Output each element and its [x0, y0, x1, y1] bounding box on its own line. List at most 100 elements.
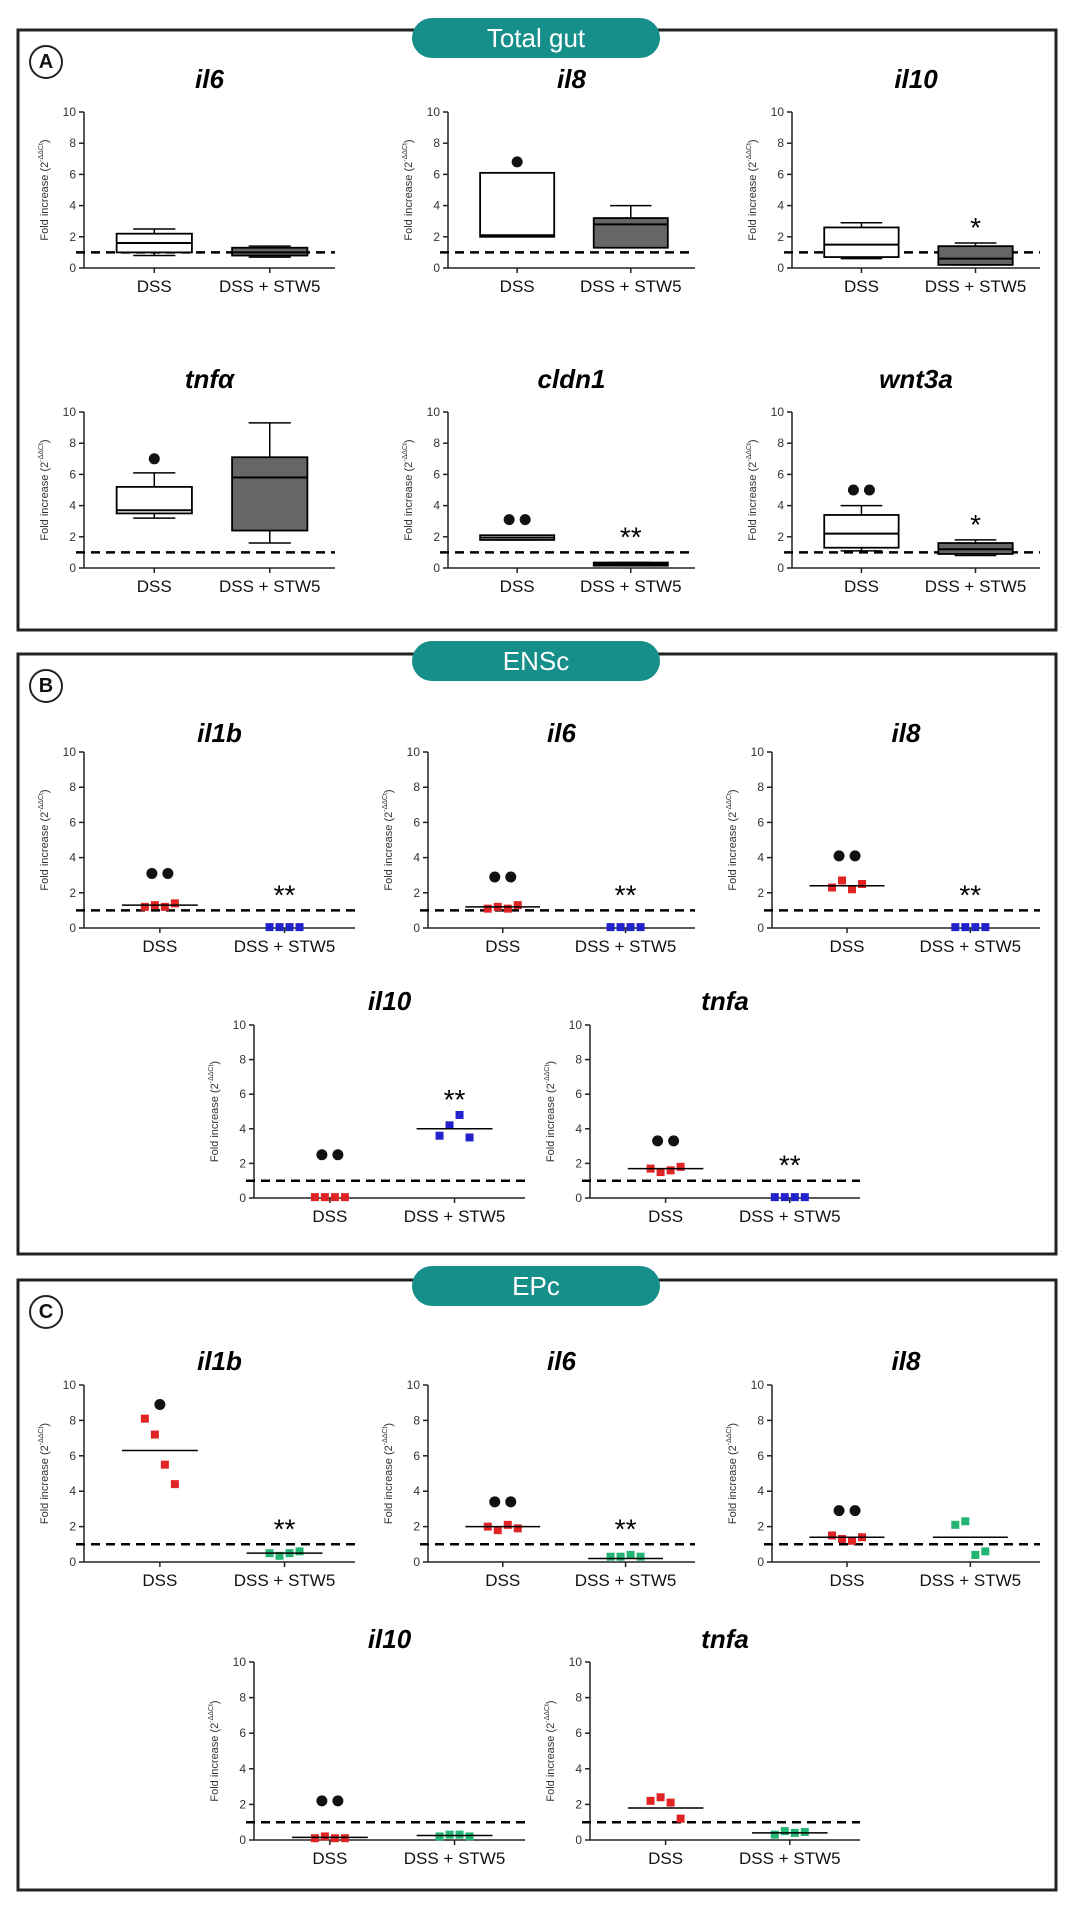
data-point [981, 1547, 990, 1556]
data-point [800, 1193, 809, 1202]
data-point [503, 1520, 512, 1529]
chart-title: il8 [892, 718, 921, 748]
outlier-point [316, 1149, 328, 1161]
y-axis-label: Fold increase (2-ΔΔCt) [208, 1061, 221, 1162]
significance-mark: ** [274, 879, 296, 910]
y-tick-label: 10 [407, 745, 421, 759]
y-tick-label: 6 [777, 467, 784, 481]
data-point [330, 1834, 339, 1843]
y-tick-label: 6 [433, 167, 440, 181]
outlier-point [162, 867, 174, 879]
box [115, 485, 193, 515]
outlier-point [148, 453, 160, 465]
y-axis-label-close: ) [39, 1423, 51, 1427]
chart-title: il6 [547, 718, 576, 748]
panel-letter: A [39, 51, 53, 73]
y-axis-label-close: ) [383, 1423, 395, 1427]
x-category-label: DSS [500, 277, 535, 296]
x-category-label: DSS [485, 937, 520, 956]
significance-mark: ** [615, 879, 637, 910]
y-tick-label: 6 [777, 167, 784, 181]
chart-title: il1b [197, 1346, 242, 1376]
data-point [780, 1193, 789, 1202]
y-tick-label: 4 [413, 1484, 420, 1498]
chart-a5: cldn1 Fold increase (2-ΔΔCt) 0 2 4 6 8 10 DSS DSS… [402, 364, 695, 596]
outlier-point [489, 871, 501, 883]
outlier-point [849, 1505, 861, 1517]
panel-letter: C [39, 1301, 53, 1323]
section-title-pill [412, 1266, 660, 1306]
y-tick-label: 4 [413, 851, 420, 865]
data-point [330, 1193, 339, 1202]
y-tick-label: 0 [777, 561, 784, 575]
y-axis-label-text: Fold increase (2 [39, 162, 51, 241]
y-axis-label: Fold increase (2-ΔΔCt) [402, 139, 415, 240]
data-point [800, 1827, 809, 1836]
x-category-label: DSS + STW5 [925, 277, 1027, 296]
data-point [828, 1531, 837, 1540]
x-category-label: DSS [485, 1571, 520, 1590]
y-tick-label: 10 [771, 105, 785, 119]
data-point [445, 1121, 454, 1130]
y-tick-label: 4 [69, 851, 76, 865]
outlier-point [652, 1135, 664, 1147]
chart-title: cldn1 [538, 364, 606, 394]
y-tick-label: 10 [569, 1018, 583, 1032]
outlier-point [332, 1795, 344, 1807]
y-tick-label: 8 [69, 780, 76, 794]
data-point [961, 923, 970, 932]
x-category-label: DSS + STW5 [580, 277, 682, 296]
data-point [666, 1798, 675, 1807]
x-category-label: DSS [137, 577, 172, 596]
x-category-label: DSS + STW5 [739, 1849, 841, 1868]
y-tick-label: 6 [69, 467, 76, 481]
data-point [275, 1551, 284, 1560]
chart-c3: il8 Fold increase (2-ΔΔCt) 0 2 4 6 8 10 DSS DSS +… [726, 1346, 1040, 1590]
y-axis-label-exponent: -ΔΔCt [544, 1065, 551, 1084]
x-category-label: DSS + STW5 [920, 1571, 1022, 1590]
y-tick-label: 0 [69, 561, 76, 575]
y-tick-label: 6 [239, 1087, 246, 1101]
x-category-label: DSS [500, 577, 535, 596]
x-category-label: DSS [844, 577, 879, 596]
y-axis-label-exponent: -ΔΔCt [38, 1427, 45, 1446]
data-point [961, 1517, 970, 1526]
data-point [971, 1550, 980, 1559]
y-tick-label: 8 [777, 436, 784, 450]
y-axis-label: Fold increase (2-ΔΔCt) [726, 789, 739, 890]
y-tick-label: 2 [433, 530, 440, 544]
y-axis-label: Fold increase (2-ΔΔCt) [746, 139, 759, 240]
data-point [150, 1430, 159, 1439]
chart-title: il10 [368, 1624, 412, 1654]
data-point [503, 904, 512, 913]
data-point [616, 923, 625, 932]
x-category-label: DSS + STW5 [219, 277, 321, 296]
x-category-label: DSS + STW5 [404, 1207, 506, 1226]
y-axis-label-exponent: -ΔΔCt [382, 793, 389, 812]
y-tick-label: 6 [433, 467, 440, 481]
y-tick-label: 2 [69, 530, 76, 544]
y-axis-label-exponent: -ΔΔCt [38, 793, 45, 812]
y-axis-label-close: ) [209, 1700, 221, 1704]
x-category-label: DSS + STW5 [580, 577, 682, 596]
data-point [780, 1827, 789, 1836]
outlier-point [833, 1505, 845, 1517]
y-tick-label: 4 [239, 1122, 246, 1136]
y-axis-label-close: ) [747, 139, 759, 143]
y-tick-label: 4 [433, 499, 440, 513]
chart-a2: il8 Fold increase (2-ΔΔCt) 0 2 4 6 8 10 DSS DSS +… [402, 64, 695, 296]
outlier-point [849, 850, 861, 862]
section-c: EPc C [16, 1266, 1058, 1892]
y-axis-label-close: ) [403, 439, 415, 443]
y-axis-label-close: ) [209, 1061, 221, 1065]
y-axis-label: Fold increase (2-ΔΔCt) [402, 439, 415, 540]
data-point [320, 1193, 329, 1202]
significance-mark: ** [779, 1150, 801, 1181]
y-tick-label: 4 [757, 1484, 764, 1498]
y-tick-label: 8 [413, 1413, 420, 1427]
x-category-label: DSS [830, 937, 865, 956]
y-axis-label-text: Fold increase (2 [39, 812, 51, 891]
x-category-label: DSS + STW5 [234, 1571, 336, 1590]
data-point [513, 1524, 522, 1533]
